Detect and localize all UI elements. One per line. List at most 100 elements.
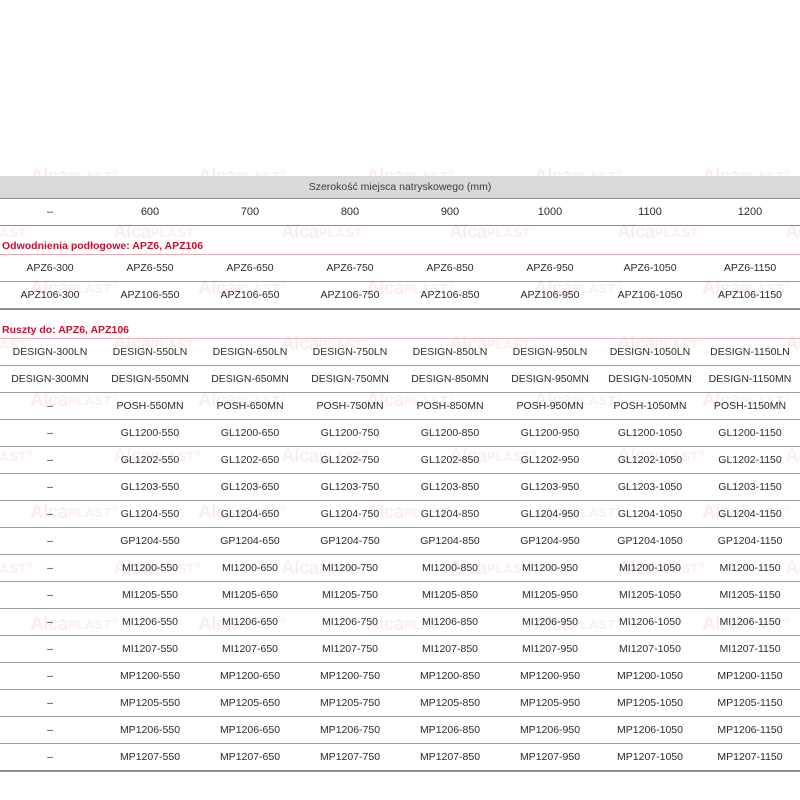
cell-mp1207-600: MP1207-550 <box>100 743 200 772</box>
specification-table-container: Szerokość miejsca natryskowego (mm) –600 7… <box>0 176 800 772</box>
column-header-900: 900 <box>400 198 500 226</box>
cell-apz6-700: APZ6-650 <box>200 254 300 282</box>
column-header-1000: 1000 <box>500 198 600 226</box>
cell-mp1207-1100: MP1207-1050 <box>600 743 700 772</box>
cell-mi1207-first: – <box>0 635 100 663</box>
cell-posh-mn-600: POSH-550MN <box>100 392 200 420</box>
cell-gl1204-first: – <box>0 500 100 528</box>
table-row: – GL1200-550 GL1200-650 GL1200-750 GL1200-85… <box>0 419 800 447</box>
cell-gp1204-600: GP1204-550 <box>100 527 200 555</box>
cell-gl1202-800: GL1202-750 <box>300 446 400 474</box>
cell-mp1206-1200: MP1206-1150 <box>700 716 800 744</box>
table-row: APZ6-300 APZ6-550 APZ6-650 APZ6-750 APZ6-850… <box>0 254 800 282</box>
cell-mi1200-1100: MI1200-1050 <box>600 554 700 582</box>
cell-gl1200-600: GL1200-550 <box>100 419 200 447</box>
table-row: DESIGN-300LN DESIGN-550LN DESIGN-650LN DESI… <box>0 338 800 366</box>
cell-design-mn-first: DESIGN-300MN <box>0 365 100 393</box>
cell-gl1202-600: GL1202-550 <box>100 446 200 474</box>
column-header-1200: 1200 <box>700 198 800 226</box>
cell-mi1200-700: MI1200-650 <box>200 554 300 582</box>
cell-mp1206-first: – <box>0 716 100 744</box>
cell-gp1204-700: GP1204-650 <box>200 527 300 555</box>
cell-apz6-first: APZ6-300 <box>0 254 100 282</box>
cell-design-mn-900: DESIGN-850MN <box>400 365 500 393</box>
cell-mp1207-1000: MP1207-950 <box>500 743 600 772</box>
cell-gl1202-1200: GL1202-1150 <box>700 446 800 474</box>
cell-posh-mn-700: POSH-650MN <box>200 392 300 420</box>
cell-mi1200-900: MI1200-850 <box>400 554 500 582</box>
cell-mi1206-1100: MI1206-1050 <box>600 608 700 636</box>
cell-design-ln-600: DESIGN-550LN <box>100 338 200 366</box>
cell-mi1205-1100: MI1205-1050 <box>600 581 700 609</box>
cell-apz6-600: APZ6-550 <box>100 254 200 282</box>
cell-mp1205-1100: MP1205-1050 <box>600 689 700 717</box>
table-row: – GL1204-550 GL1204-650 GL1204-750 GL1204-85… <box>0 500 800 528</box>
cell-gl1204-700: GL1204-650 <box>200 500 300 528</box>
cell-gl1200-1200: GL1200-1150 <box>700 419 800 447</box>
cell-mi1205-1200: MI1205-1150 <box>700 581 800 609</box>
cell-mp1205-1200: MP1205-1150 <box>700 689 800 717</box>
cell-gl1203-1200: GL1203-1150 <box>700 473 800 501</box>
cell-mp1200-900: MP1200-850 <box>400 662 500 690</box>
cell-apz106-900: APZ106-850 <box>400 281 500 310</box>
column-header-row: –600 700 800 900 1000 1100 1200 <box>0 198 800 226</box>
cell-gp1204-800: GP1204-750 <box>300 527 400 555</box>
table-banner-title: Szerokość miejsca natryskowego (mm) <box>0 176 800 199</box>
table-row: – MI1200-550 MI1200-650 MI1200-750 MI1200-85… <box>0 554 800 582</box>
cell-posh-mn-800: POSH-750MN <box>300 392 400 420</box>
cell-mp1207-first: – <box>0 743 100 772</box>
cell-mp1206-900: MP1206-850 <box>400 716 500 744</box>
cell-mp1206-700: MP1206-650 <box>200 716 300 744</box>
table-row: – GL1203-550 GL1203-650 GL1203-750 GL1203-85… <box>0 473 800 501</box>
cell-mp1200-first: – <box>0 662 100 690</box>
cell-design-ln-900: DESIGN-850LN <box>400 338 500 366</box>
cell-gl1200-1000: GL1200-950 <box>500 419 600 447</box>
cell-mi1207-800: MI1207-750 <box>300 635 400 663</box>
column-header-700: 700 <box>200 198 300 226</box>
cell-gl1204-600: GL1204-550 <box>100 500 200 528</box>
cell-mp1206-600: MP1206-550 <box>100 716 200 744</box>
table-banner-row: Szerokość miejsca natryskowego (mm) <box>0 176 800 199</box>
cell-mi1205-600: MI1205-550 <box>100 581 200 609</box>
table-row: APZ106-300 APZ106-550 APZ106-650 APZ106-750… <box>0 281 800 310</box>
cell-design-mn-1200: DESIGN-1150MN <box>700 365 800 393</box>
table-row: – MP1205-550 MP1205-650 MP1205-750 MP1205-85… <box>0 689 800 717</box>
cell-mi1200-800: MI1200-750 <box>300 554 400 582</box>
cell-gl1204-800: GL1204-750 <box>300 500 400 528</box>
table-row: – GL1202-550 GL1202-650 GL1202-750 GL1202-85… <box>0 446 800 474</box>
table-row: – MI1205-550 MI1205-650 MI1205-750 MI1205-85… <box>0 581 800 609</box>
cell-apz6-1000: APZ6-950 <box>500 254 600 282</box>
cell-mi1200-1000: MI1200-950 <box>500 554 600 582</box>
section-heading-row: Ruszty do: APZ6, APZ106 <box>0 309 800 339</box>
cell-apz6-900: APZ6-850 <box>400 254 500 282</box>
cell-mi1206-900: MI1206-850 <box>400 608 500 636</box>
table-row: – MI1207-550 MI1207-650 MI1207-750 MI1207-85… <box>0 635 800 663</box>
cell-mi1207-1200: MI1207-1150 <box>700 635 800 663</box>
cell-mi1205-800: MI1205-750 <box>300 581 400 609</box>
cell-design-ln-1200: DESIGN-1150LN <box>700 338 800 366</box>
cell-mi1207-1100: MI1207-1050 <box>600 635 700 663</box>
cell-mi1206-1200: MI1206-1150 <box>700 608 800 636</box>
cell-posh-mn-first: – <box>0 392 100 420</box>
cell-design-ln-800: DESIGN-750LN <box>300 338 400 366</box>
cell-mi1206-600: MI1206-550 <box>100 608 200 636</box>
cell-gp1204-900: GP1204-850 <box>400 527 500 555</box>
cell-mp1206-1000: MP1206-950 <box>500 716 600 744</box>
cell-gp1204-first: – <box>0 527 100 555</box>
cell-mi1207-900: MI1207-850 <box>400 635 500 663</box>
cell-mp1207-700: MP1207-650 <box>200 743 300 772</box>
cell-gl1204-1100: GL1204-1050 <box>600 500 700 528</box>
cell-mi1206-1000: MI1206-950 <box>500 608 600 636</box>
cell-mp1200-1100: MP1200-1050 <box>600 662 700 690</box>
cell-mi1205-first: – <box>0 581 100 609</box>
section-heading-text: Ruszty do: APZ6, APZ106 <box>0 309 800 339</box>
cell-mp1200-700: MP1200-650 <box>200 662 300 690</box>
cell-apz106-first: APZ106-300 <box>0 281 100 310</box>
cell-gl1203-700: GL1203-650 <box>200 473 300 501</box>
cell-gl1202-1100: GL1202-1050 <box>600 446 700 474</box>
cell-apz106-600: APZ106-550 <box>100 281 200 310</box>
cell-design-ln-1100: DESIGN-1050LN <box>600 338 700 366</box>
cell-gl1202-900: GL1202-850 <box>400 446 500 474</box>
cell-mp1207-900: MP1207-850 <box>400 743 500 772</box>
cell-gl1204-1000: GL1204-950 <box>500 500 600 528</box>
